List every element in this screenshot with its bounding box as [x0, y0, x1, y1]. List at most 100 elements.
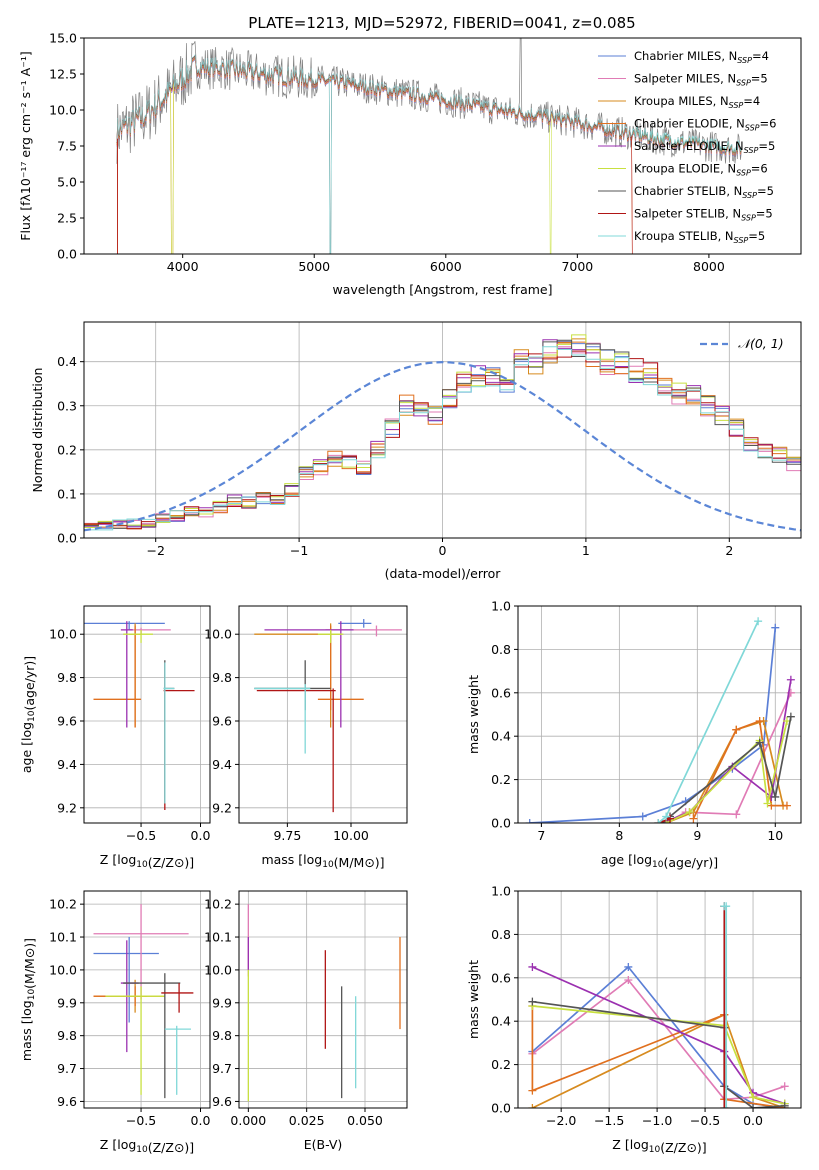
plot-area	[84, 621, 195, 810]
x-tick-label: 0.0	[743, 1113, 763, 1128]
y-tick-label: 9.9	[57, 995, 77, 1010]
legend-label: Salpeter STELIB, NSSP=5	[634, 207, 773, 223]
x-tick-label: 7	[537, 828, 545, 843]
weight-marker-chabrier-stelib	[755, 738, 764, 747]
weight-line-kroupa-elodie	[532, 1005, 785, 1105]
legend-label: Chabrier STELIB, NSSP=5	[634, 184, 774, 200]
plot-area	[528, 902, 789, 1108]
x-tick-label: 6000	[430, 259, 462, 274]
y-tick-label: 0.0	[57, 247, 77, 262]
y-axis-label: mass weight	[466, 675, 481, 754]
weight-marker-chabrier-stelib	[771, 792, 780, 801]
legend-label: Kroupa STELIB, NSSP=5	[634, 229, 765, 245]
y-tick-label: 9.8	[57, 670, 77, 685]
y-tick-label: 0.6	[491, 970, 511, 985]
y-tick-label: 10.0	[204, 962, 232, 977]
y-tick-label: 15.0	[49, 31, 77, 46]
weight-panel-age: 7 8 9 10 0.0 0.2 0.4 0.6 0.8 1.0 age [log10(age/yr…	[466, 599, 802, 870]
plot-area	[84, 334, 801, 532]
weight-marker-chabrier-elodie	[689, 814, 698, 823]
histogram-salpeter-miles	[84, 342, 801, 525]
x-tick-label: −0.5	[126, 1113, 156, 1128]
weight-panel-z: −2.0 −1.5 −1.0 −0.5 0.0 0.0 0.2 0.4 0.6 0.8 1.0 Z […	[466, 884, 802, 1155]
errorbar-panel-age-z: −0.5 0.0 9.2 9.4 9.6 9.8 10.0 Z [log10(Z/Z⊙)] ag…	[19, 605, 211, 870]
y-tick-label: 9.4	[57, 757, 77, 772]
plot-frame	[517, 890, 802, 1109]
weight-marker-chabrier-miles	[525, 819, 534, 823]
y-tick-label: 9.7	[212, 1061, 232, 1076]
y-tick-label: 0.2	[491, 1057, 511, 1072]
model-spectrum-kroupa-miles	[116, 57, 742, 254]
x-tick-label: 5000	[298, 259, 330, 274]
plot-frame	[83, 890, 211, 1109]
y-tick-label: 9.8	[212, 1028, 232, 1043]
weight-line-chabrier-miles	[529, 627, 777, 823]
y-axis-label: mass [log10(M/M⊙)]	[19, 938, 37, 1061]
legend-label: Salpeter MILES, NSSP=5	[634, 72, 768, 88]
y-tick-label: 10.0	[49, 627, 77, 642]
y-tick-label: 9.6	[212, 714, 232, 729]
y-tick-label: 0.3	[57, 398, 77, 413]
weight-marker-chabrier-miles	[624, 962, 633, 971]
weight-marker-salpeter-elodie	[786, 675, 795, 684]
weight-marker-salpeter-miles	[624, 975, 633, 984]
y-tick-label: 9.9	[212, 995, 232, 1010]
y-tick-label: 0.0	[491, 1101, 511, 1116]
weight-marker-kroupa-elodie	[749, 1093, 758, 1102]
weight-marker-salpeter-stelib	[720, 1104, 729, 1108]
weight-marker-chabrier-miles	[638, 812, 647, 821]
y-tick-label: 0.0	[57, 531, 77, 546]
x-axis-label: Z [log10(Z/Z⊙)]	[100, 852, 194, 870]
x-tick-label: −1.5	[594, 1113, 624, 1128]
weight-marker-chabrier-stelib	[786, 712, 795, 721]
weight-marker-kroupa-elodie	[685, 808, 694, 817]
histogram-salpeter-elodie	[84, 339, 801, 528]
plot-area	[93, 904, 194, 1099]
plot-area	[525, 617, 795, 823]
weight-marker-kroupa-elodie	[763, 799, 772, 808]
y-tick-label: 9.2	[57, 800, 77, 815]
y-tick-label: 0.2	[491, 772, 511, 787]
errorbar-panel-mass-ebv: 0.000 0.025 0.050 9.6 9.7 9.8 9.9 10.0 10.1 10.2 E…	[204, 890, 408, 1152]
plot-area	[254, 619, 402, 813]
y-tick-label: 0.8	[491, 642, 511, 657]
x-axis-label: mass [log10(M/M⊙)]	[261, 852, 384, 870]
histogram-chabrier-miles	[84, 340, 801, 529]
residual-panel: −2 −1 0 1 2 0.0 0.1 0.2 0.3 0.4 (data-model)/error…	[30, 321, 802, 581]
weight-marker-chabrier-elodie	[732, 725, 741, 734]
weight-marker-chabrier-elodie	[782, 801, 791, 810]
y-tick-label: 12.5	[49, 67, 77, 82]
x-tick-label: −2.0	[546, 1113, 576, 1128]
y-tick-label: 9.4	[212, 757, 232, 772]
weight-marker-kroupa-stelib	[662, 812, 671, 821]
y-tick-label: 10.2	[49, 897, 77, 912]
y-tick-label: 0.1	[57, 486, 77, 501]
legend-label: 𝒩(0, 1)	[738, 336, 784, 351]
y-tick-label: 10.1	[204, 930, 232, 945]
x-tick-label: 8000	[693, 259, 725, 274]
errorbar-panel-mass-z: −0.5 0.0 9.6 9.7 9.8 9.9 10.0 10.1 10.2 Z [log10(…	[19, 890, 211, 1155]
y-axis-label: Normed distribution	[30, 368, 45, 493]
weight-marker-kroupa-miles	[528, 1104, 537, 1108]
y-tick-label: 0.8	[491, 927, 511, 942]
y-axis-label: Flux [fλ10⁻¹⁷ erg cm⁻² s⁻¹ A⁻¹]	[18, 51, 33, 240]
weight-line-chabrier-miles	[531, 965, 785, 1108]
x-axis-label: Z [log10(Z/Z⊙)]	[100, 1137, 194, 1155]
model-spectrum-kroupa-stelib	[116, 54, 742, 254]
y-tick-label: 10.2	[204, 897, 232, 912]
y-tick-label: 1.0	[491, 884, 511, 899]
weight-marker-chabrier-stelib	[528, 997, 537, 1006]
legend-label: Salpeter ELODIE, NSSP=5	[634, 139, 775, 155]
plot-area	[247, 904, 401, 1102]
x-tick-label: 0	[439, 543, 447, 558]
spectrum-panel: 4000 5000 6000 7000 8000 0.0 2.5 5.0 7.5 10.0 12.5…	[18, 31, 802, 297]
plot-frame	[238, 890, 408, 1109]
weight-marker-salpeter-elodie	[528, 962, 537, 971]
weight-marker-kroupa-stelib	[754, 617, 763, 626]
y-tick-label: 0.6	[491, 685, 511, 700]
y-tick-label: 5.0	[57, 175, 77, 190]
x-tick-label: 7000	[561, 259, 593, 274]
x-tick-label: 9.75	[273, 828, 301, 843]
y-tick-label: 9.8	[212, 670, 232, 685]
